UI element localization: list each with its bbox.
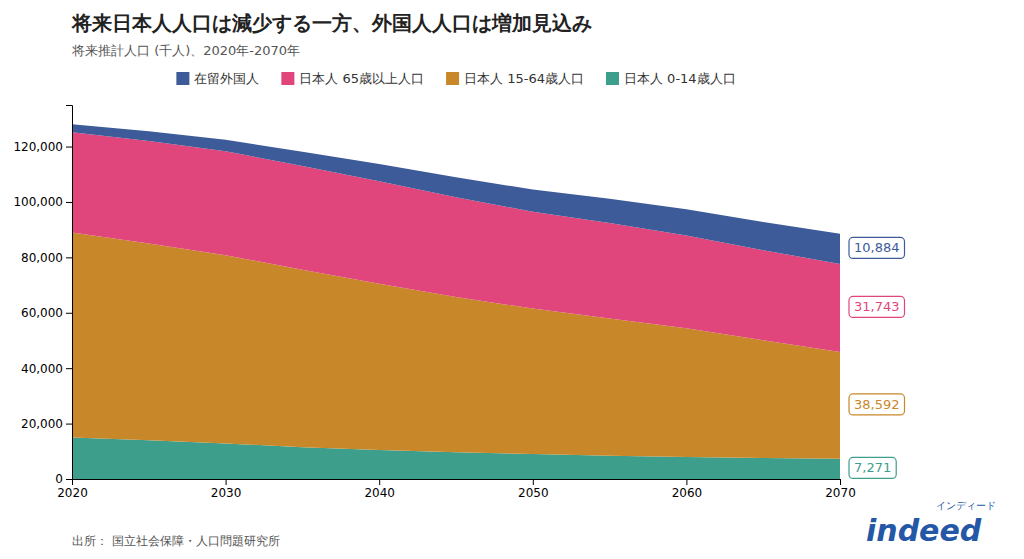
tick: 2070 [825, 479, 856, 500]
tick-label: 2070 [825, 486, 856, 500]
tick: 2030 [211, 479, 242, 500]
label-box [849, 296, 905, 317]
tick-mark [66, 368, 72, 369]
tick-mark [66, 479, 72, 480]
tick-label: 60,000 [21, 306, 63, 320]
tick-label: 0 [55, 472, 63, 486]
data-label-text: 38,592 [854, 397, 900, 412]
legend-item: 日本人 15-64歳人口 [446, 71, 584, 86]
tick: 60,000 [21, 306, 72, 320]
legend: 在留外国人 日本人 65歳以上人口 日本人 15-64歳人口 日本人 0-14歳人口 [176, 71, 735, 86]
tick-mark [379, 479, 380, 485]
tick: 40,000 [21, 362, 72, 376]
tick-mark [226, 479, 227, 485]
tick-label: 100,000 [13, 195, 63, 209]
legend-label: 在留外国人 [194, 71, 259, 86]
axis-line [73, 480, 841, 486]
y-axis: 0 20,000 40,000 60,000 80,000 100,000 120,000 [13, 106, 72, 487]
data-label-text: 10,884 [854, 240, 900, 255]
data-label: 31,743 [849, 296, 905, 317]
tick: 100,000 [13, 195, 72, 209]
data-label-text: 31,743 [854, 299, 900, 314]
tick-label: 40,000 [21, 362, 63, 376]
data-label: 10,884 [849, 237, 905, 258]
tick-label: 2020 [57, 486, 88, 500]
background [0, 0, 1024, 559]
tick: 2060 [672, 479, 703, 500]
tick-label: 80,000 [21, 251, 63, 265]
tick-mark [66, 257, 72, 258]
tick: 2040 [364, 479, 395, 500]
legend-swatch [606, 72, 619, 85]
tick: 0 [55, 472, 72, 486]
tick: 80,000 [21, 251, 72, 265]
tick-mark [66, 202, 72, 203]
label-box [849, 394, 905, 415]
tick-mark [66, 313, 72, 314]
legend-item: 在留外国人 [176, 71, 259, 86]
tick-label: 20,000 [21, 417, 63, 431]
logo: indeed [866, 513, 982, 548]
tick-mark [66, 147, 72, 148]
tick: 20,000 [21, 417, 72, 431]
legend-item: 日本人 65歳以上人口 [281, 71, 424, 86]
x-axis: 2020 2030 2040 2050 2060 2070 [57, 479, 856, 500]
subtitle: 将来推計人口 (千人)、2020年-2070年 [71, 43, 300, 58]
tick: 2050 [518, 479, 549, 500]
tick-label: 120,000 [13, 140, 63, 154]
data-label: 38,592 [849, 394, 905, 415]
tick-label: 2050 [518, 486, 549, 500]
title: 将来日本人人口は減少する一方、外国人人口は増加見込み [71, 11, 592, 35]
legend-swatch [176, 72, 189, 85]
tick-label: 2030 [211, 486, 242, 500]
source: 出所： 国立社会保障・人口問題研究所 [72, 534, 280, 548]
label-box [849, 457, 896, 478]
tick-mark [686, 479, 687, 485]
data-label: 7,271 [849, 457, 896, 478]
tick-label: 2040 [364, 486, 395, 500]
legend-swatch [446, 72, 459, 85]
legend-swatch [281, 72, 294, 85]
label-box [849, 237, 905, 258]
area [72, 124, 840, 264]
legend-label: 日本人 65歳以上人口 [299, 71, 424, 86]
tick-mark [533, 479, 534, 485]
legend-label: 日本人 0-14歳人口 [624, 71, 736, 86]
tick-mark [840, 479, 841, 485]
tick: 120,000 [13, 140, 72, 154]
areas [72, 124, 840, 479]
legend-label: 日本人 15-64歳人口 [464, 71, 584, 86]
legend-item: 日本人 0-14歳人口 [606, 71, 736, 86]
data-label-text: 7,271 [854, 460, 891, 475]
axis-line [66, 106, 73, 480]
logo-subtext: インディード [936, 500, 996, 511]
data-labels: 7,271 38,592 31,743 10,884 [849, 237, 905, 478]
tick-label: 2060 [672, 486, 703, 500]
chart: 将来日本人人口は減少する一方、外国人人口は増加見込み将来推計人口 (千人)、20… [0, 0, 1024, 559]
plot: 2020 2030 2040 2050 2060 2070 0 20,000 40,000 60,… [13, 106, 904, 500]
tick-mark [66, 424, 72, 425]
